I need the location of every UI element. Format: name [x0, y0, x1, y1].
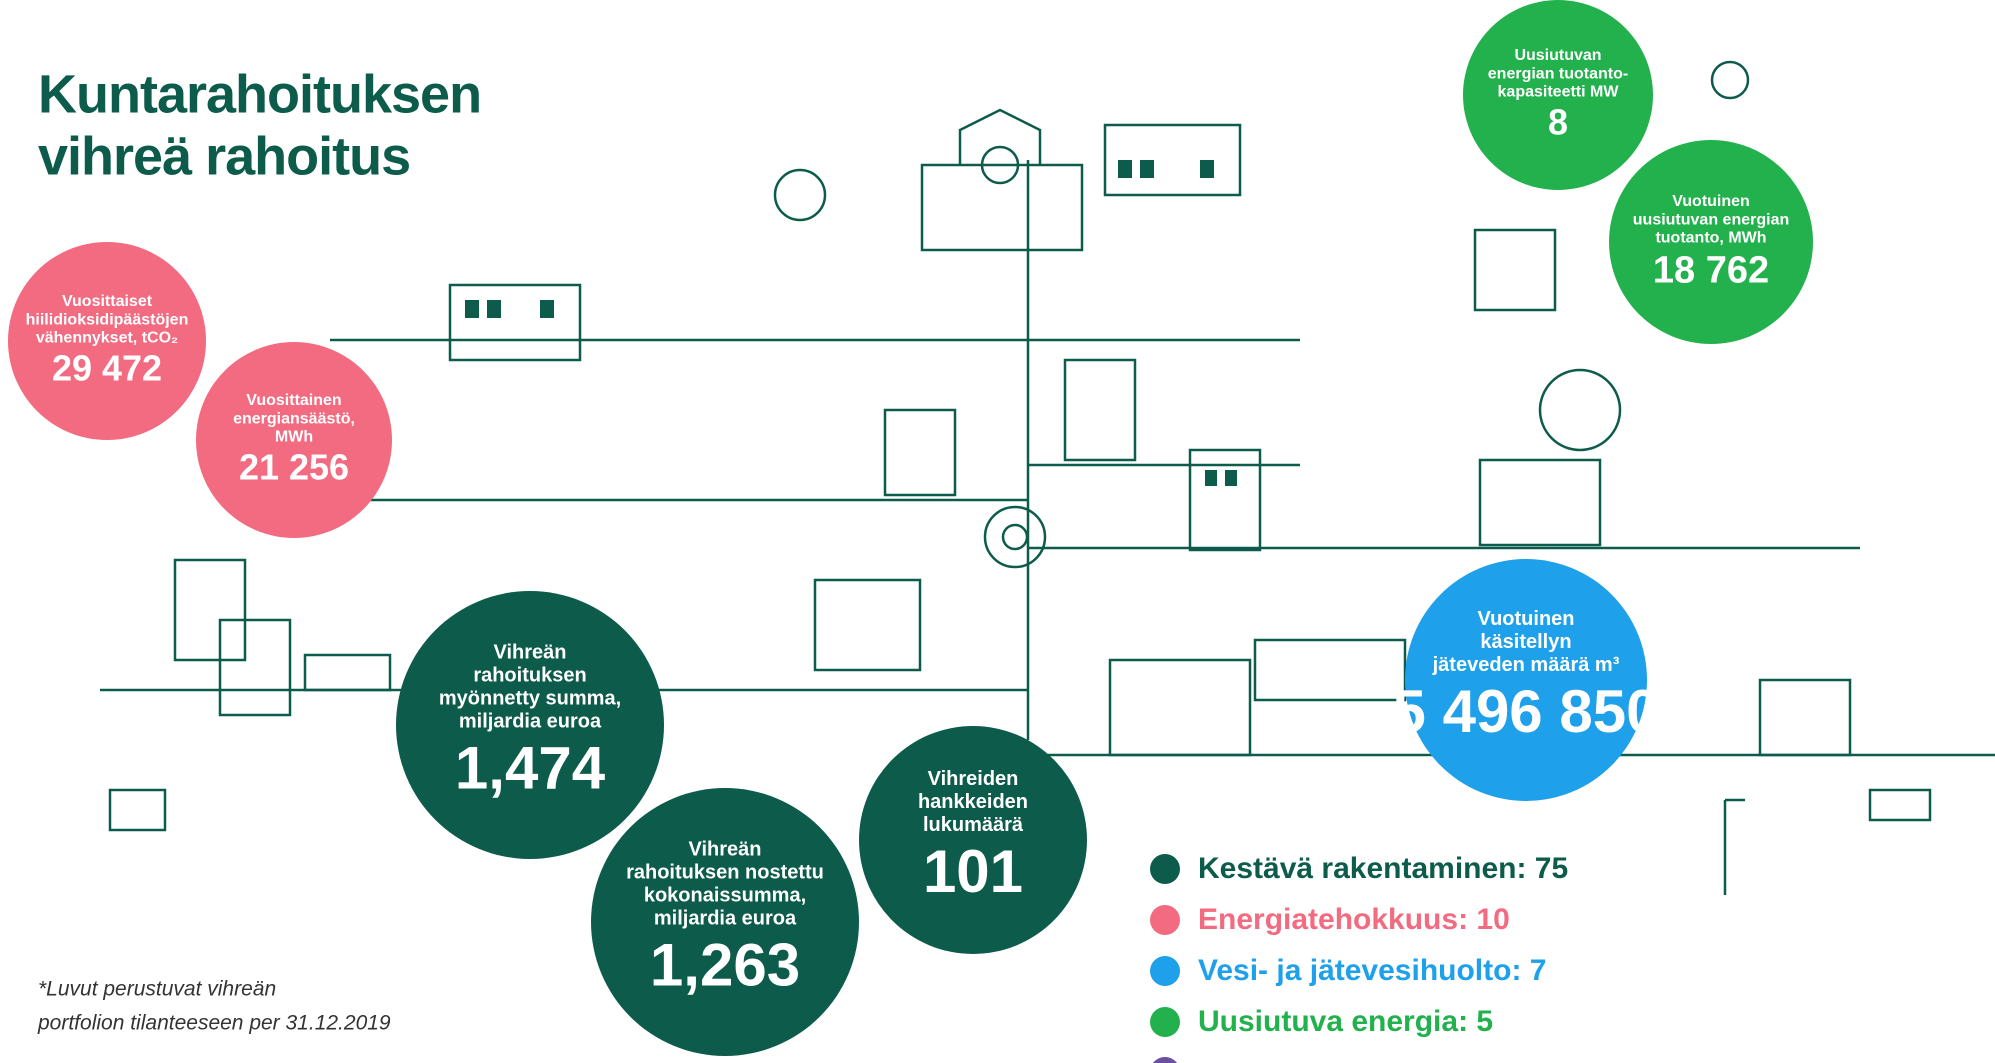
bubble-label: hankkeiden	[918, 791, 1028, 813]
bubble-label: Vihreän	[689, 838, 762, 860]
bubble-label: rahoituksen nostettu	[626, 861, 824, 883]
bubble-value: 5 496 850	[1393, 678, 1660, 745]
legend-dot	[1150, 905, 1180, 935]
footnote: portfolion tilanteeseen per 31.12.2019	[37, 1012, 391, 1035]
bubble-label: Uusiutuvan	[1514, 47, 1601, 64]
bubble-label: miljardia euroa	[654, 907, 797, 929]
title-line: vihreä rahoitus	[38, 126, 410, 186]
bubble-label: MWh	[275, 429, 313, 446]
bubble-label: Vuosittaiset	[62, 293, 153, 310]
bubble-label: Vuotuinen	[1672, 193, 1750, 210]
bubble-label: uusiutuvan energian	[1633, 211, 1789, 228]
bubble-label: kokonaissumma,	[644, 884, 806, 906]
bubble-label: lukumäärä	[923, 814, 1024, 836]
legend-label: Energiatehokkuus: 10	[1198, 903, 1510, 936]
bubble-label: myönnetty summa,	[439, 687, 621, 709]
bubble-value: 8	[1548, 102, 1568, 143]
legend-label: Uusiutuva energia: 5	[1198, 1005, 1493, 1038]
bubble-label: vähennykset, tCO₂	[36, 330, 178, 347]
bubble-value: 18 762	[1653, 249, 1769, 291]
bubble-label: Vihreän	[494, 641, 567, 663]
bubble-label: hiilidioksidipäästöjen	[26, 311, 189, 328]
bubble-label: rahoituksen	[473, 664, 586, 686]
title-line: Kuntarahoituksen	[38, 64, 481, 124]
legend-dot	[1150, 956, 1180, 986]
legend-label: Vesi- ja jätevesihuolto: 7	[1198, 954, 1546, 987]
bubble-value: 101	[923, 838, 1023, 905]
bubble-value: 1,474	[455, 734, 606, 801]
legend: Kestävä rakentaminen: 75 Energiatehokkuus…	[1150, 852, 1568, 1063]
bubble-label: Vihreiden	[928, 768, 1019, 790]
bubble-value: 29 472	[52, 348, 162, 389]
footnote: *Luvut perustuvat vihreän	[38, 978, 276, 1001]
bubble-value: 1,263	[650, 931, 800, 998]
bubble-label: miljardia euroa	[459, 710, 602, 732]
bubble-label: energian tuotanto-	[1488, 65, 1628, 82]
legend-dot	[1150, 1007, 1180, 1037]
bubble-label: käsitellyn	[1480, 631, 1571, 653]
legend-dot	[1150, 854, 1180, 884]
bubble-label: kapasiteetti MW	[1498, 84, 1620, 101]
legend-label: Kestävä rakentaminen: 75	[1198, 852, 1568, 885]
bubble-label: energiansäästö,	[233, 410, 355, 427]
bubble-label: tuotanto, MWh	[1655, 230, 1766, 247]
bubble-label: Vuotuinen	[1477, 608, 1574, 630]
legend-dot	[1150, 1057, 1180, 1063]
bubble-label: Vuosittainen	[246, 392, 341, 409]
bubble-label: jäteveden määrä m³	[1432, 654, 1620, 676]
bubble-value: 21 256	[239, 447, 349, 488]
infographic: Kuntarahoituksen vihreä rahoitus Vuositt…	[0, 0, 1995, 1063]
